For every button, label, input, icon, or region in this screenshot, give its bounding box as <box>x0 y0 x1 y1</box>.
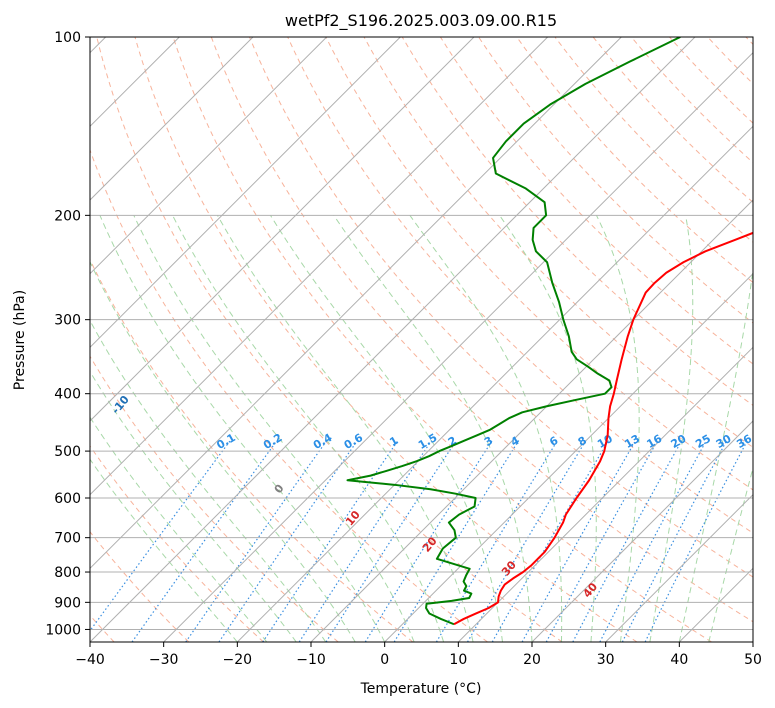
dry-adiabat-line <box>439 37 753 365</box>
mixing-ratio-line <box>185 440 328 642</box>
x-tick-label: 50 <box>744 652 762 668</box>
y-axis-label: Pressure (hPa) <box>12 290 28 390</box>
y-tick-label: 800 <box>54 565 81 581</box>
x-tick-label: −30 <box>149 652 179 668</box>
moist-adiabat-line <box>90 319 327 642</box>
mixing-ratio-line <box>364 440 493 642</box>
isotherm-line <box>384 272 753 642</box>
x-axis-label: Temperature (°C) <box>360 681 482 697</box>
dry-adiabat-line <box>325 37 753 491</box>
isotherm-line <box>310 199 753 642</box>
isotherms <box>90 37 753 642</box>
moist-adiabat-line <box>90 416 268 642</box>
mixing-ratio-line <box>131 440 278 642</box>
x-tick-label: 30 <box>597 652 615 668</box>
moist-adiabat-line <box>172 215 445 642</box>
chart-title: wetPf2_S196.2025.003.09.00.R15 <box>285 11 557 31</box>
isotherm-line <box>531 420 753 642</box>
plot-frame <box>89 36 754 643</box>
mixing-ratio-line <box>298 440 432 642</box>
y-tick-label: 700 <box>54 531 81 547</box>
x-tick-label: 0 <box>380 652 389 668</box>
moist-adiabat-line <box>99 215 386 642</box>
mixing-ratio-line <box>466 440 587 642</box>
y-tick-label: 400 <box>54 387 81 403</box>
isotherm-line <box>90 37 401 349</box>
moist-adiabat-line <box>217 215 474 642</box>
y-tick-label: 500 <box>54 444 81 460</box>
mixing-ratio-line <box>218 440 358 642</box>
isotherm-line <box>90 37 622 570</box>
dry-adiabat-line <box>90 355 339 642</box>
y-axis-ticks: 100 200 300 400 500 600 700 800 900 1000 <box>45 30 90 638</box>
moist-adiabat-line <box>133 215 415 642</box>
y-tick-label: 100 <box>54 30 81 46</box>
moist-adiabat-line <box>409 215 563 642</box>
x-tick-label: −40 <box>75 652 105 668</box>
moist-adiabat-line <box>270 215 504 642</box>
sounding-traces <box>346 37 753 626</box>
moist-adiabat-line <box>90 260 356 642</box>
isotherm-line <box>90 37 254 201</box>
y-tick-label: 900 <box>54 595 81 611</box>
dry-adiabat-line <box>90 148 488 642</box>
isotherm-line <box>236 125 753 642</box>
isotherm-line <box>90 37 475 422</box>
isotherm-line <box>90 37 328 275</box>
moist-adiabat-line <box>678 265 753 642</box>
isotherm-line <box>90 37 549 496</box>
moist-adiabat-line <box>90 370 297 642</box>
moist-adiabat-line <box>596 215 640 642</box>
mixing-ratio-line <box>435 440 558 642</box>
moist-adiabat-line <box>649 215 694 642</box>
moist-adiabat-line <box>90 458 238 642</box>
dry-adiabat-line <box>134 37 638 642</box>
isobars <box>90 37 753 630</box>
mixing-ratio-line <box>644 440 748 642</box>
isotherm-line <box>90 37 696 642</box>
x-tick-label: 10 <box>449 652 467 668</box>
mixing-ratio-line <box>90 440 231 632</box>
x-tick-label: 40 <box>670 652 688 668</box>
x-tick-label: 20 <box>523 652 541 668</box>
mixing-ratio-label: 36 <box>734 432 754 451</box>
mixing-ratio-line <box>521 440 637 642</box>
x-tick-label: −20 <box>223 652 253 668</box>
isotherm-line <box>605 493 753 642</box>
mixing-ratio-line <box>545 440 659 642</box>
x-tick-label: −10 <box>296 652 326 668</box>
isotherm-line <box>163 51 753 642</box>
mixing-ratio-line <box>572 440 683 642</box>
moist-adiabat-line <box>333 215 533 642</box>
y-tick-label: 200 <box>54 208 81 224</box>
y-tick-label: 600 <box>54 491 81 507</box>
temperature-trace <box>453 231 753 626</box>
dry-adiabat-line <box>287 37 753 534</box>
y-tick-label: 300 <box>54 313 81 329</box>
mixing-ratio-line <box>325 440 457 642</box>
isotherm-line <box>457 346 753 642</box>
dry-adiabat-line <box>477 37 753 324</box>
dry-adiabat-line <box>96 37 563 642</box>
mixing-ratio-line <box>262 440 399 642</box>
x-axis-ticks: −40 −30 −20 −10 0 10 20 30 40 50 <box>75 642 762 668</box>
dewpoint-trace <box>346 37 681 626</box>
y-tick-label: 1000 <box>45 622 81 638</box>
dry-adiabat-line <box>90 531 190 642</box>
